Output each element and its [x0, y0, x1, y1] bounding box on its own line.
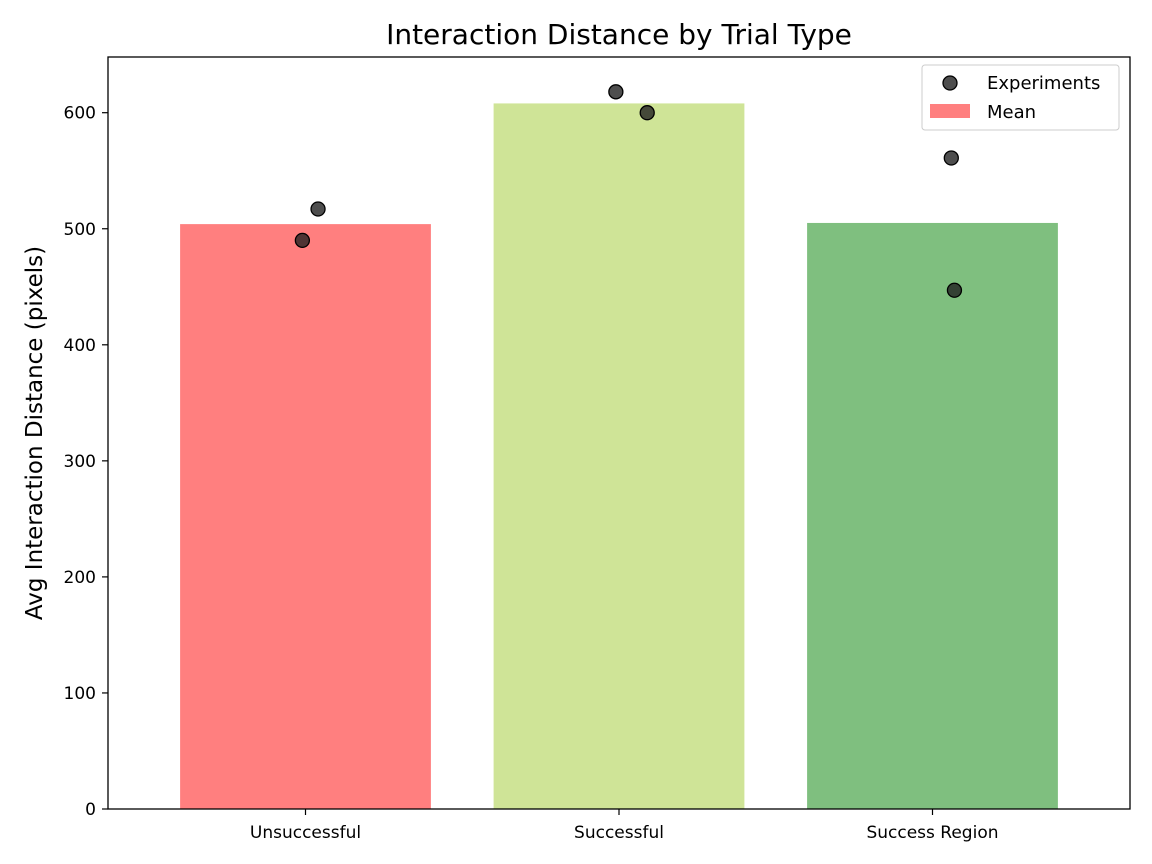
experiment-points-group: [294, 84, 963, 298]
legend: Experiments Mean: [921, 64, 1120, 131]
y-tick-label: 0: [85, 800, 96, 820]
y-tick-label: 600: [64, 104, 96, 124]
legend-box: [921, 64, 1120, 131]
experiment-point-successful-2: [608, 84, 624, 100]
experiment-point-successful-3: [639, 105, 655, 121]
x-tick-label-success-region: Success Region: [866, 823, 998, 843]
bar-unsuccessful: [180, 224, 431, 810]
y-axis-label: Avg Interaction Distance (pixels): [22, 246, 48, 620]
legend-marker-mean: [930, 104, 970, 118]
x-tick-label-unsuccessful: Unsuccessful: [250, 823, 361, 843]
bar-success-region: [807, 222, 1058, 809]
experiment-point-unsuccessful-0: [310, 201, 326, 217]
y-tick-label: 100: [64, 684, 96, 704]
y-tick-label: 200: [64, 568, 96, 588]
bar-successful: [493, 103, 745, 810]
y-tick-label: 400: [64, 336, 96, 356]
experiment-point-success-region-4: [943, 150, 959, 166]
legend-label-mean: Mean: [987, 102, 1036, 123]
bars-group: [180, 103, 1058, 810]
experiment-point-success-region-5: [946, 282, 963, 298]
x-tick-label-successful: Successful: [574, 823, 664, 843]
experiment-point-unsuccessful-1: [294, 232, 311, 249]
legend-label-experiments: Experiments: [987, 73, 1100, 94]
legend-marker-experiments: [942, 75, 958, 91]
chart-title: Interaction Distance by Trial Type: [386, 18, 852, 51]
y-tick-label: 300: [64, 452, 96, 472]
y-axis: 0 100 200 300 400 500 600: [64, 104, 108, 820]
x-axis: Unsuccessful Successful Success Region: [250, 809, 999, 843]
y-tick-label: 500: [64, 220, 96, 240]
